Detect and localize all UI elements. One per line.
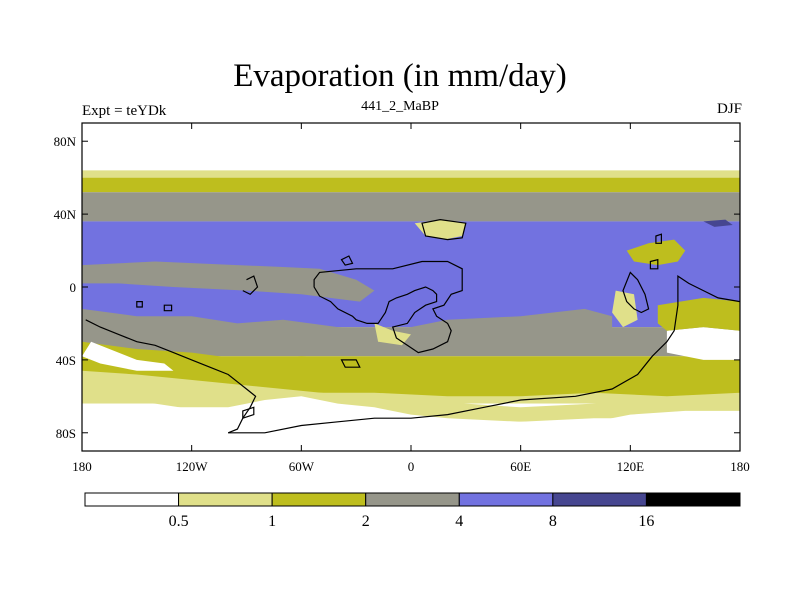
outline-west-island xyxy=(242,275,259,296)
colorbar-box-4 xyxy=(458,492,554,507)
outline-small-island-2 xyxy=(649,258,659,270)
outline-south-america-east-coast xyxy=(228,274,740,434)
field-layer xyxy=(82,123,740,451)
outline-small-island-1 xyxy=(340,255,354,266)
outline-south-atlantic-island xyxy=(340,359,361,368)
colorbar: 0.5 1 2 4 8 16 xyxy=(84,492,741,530)
colorbar-label-2: 2 xyxy=(362,513,370,530)
axis-ticks: 180 120W 60W 0 60E 120E 180 80N 40N 0 40S 80S xyxy=(54,123,750,474)
colorbar-box-0 xyxy=(84,492,180,507)
region-east-white-patch xyxy=(666,327,740,360)
outline-tiny-island-b xyxy=(136,301,143,308)
y-tick-label-0: 80N xyxy=(54,134,77,149)
band-3 xyxy=(82,192,740,222)
outline-australia-block xyxy=(622,271,650,314)
region-west-pacific-olive xyxy=(626,239,686,266)
region-south-africa-white xyxy=(82,341,174,371)
band-0 xyxy=(82,123,740,171)
x-tick-label-4: 60E xyxy=(510,459,531,474)
colorbar-box-5 xyxy=(552,492,647,507)
y-tick-label-3: 40S xyxy=(56,353,76,368)
region-southern-olive-band xyxy=(82,341,740,397)
colorbar-label-5: 16 xyxy=(638,513,654,530)
y-tick-label-2: 0 xyxy=(70,280,77,295)
band-1 xyxy=(82,170,740,178)
colorbar-box-2 xyxy=(271,492,367,507)
y-tick-label-4: 80S xyxy=(56,426,76,441)
region-subtropical-north-gray xyxy=(82,261,375,302)
experiment-label: Expt = teYDk xyxy=(82,103,167,119)
colorbar-label-3: 4 xyxy=(455,513,463,530)
colorbar-box-6 xyxy=(645,492,741,507)
region-subtropical-olive-atl xyxy=(374,323,411,346)
outline-tiny-island-a xyxy=(163,304,173,312)
band-2 xyxy=(82,177,740,193)
outline-north-island xyxy=(421,218,467,241)
season-label: DJF xyxy=(716,101,742,117)
outline-africa xyxy=(313,260,463,354)
outline-small-island-3 xyxy=(655,233,663,244)
colorbar-label-0: 0.5 xyxy=(169,513,189,530)
x-tick-label-0: 180 xyxy=(72,459,92,474)
time-label: 441_2_MaBP xyxy=(361,99,439,114)
region-north-olive-lobe xyxy=(414,219,466,240)
outline-south-pacific-island xyxy=(242,406,255,420)
region-indian-olive xyxy=(612,290,638,328)
colorbar-box-1 xyxy=(178,492,273,507)
chart-title: Evaporation (in mm/day) xyxy=(233,58,567,94)
y-tick-label-1: 40N xyxy=(54,207,77,222)
colorbar-label-1: 1 xyxy=(268,513,276,530)
region-small-dark-patch xyxy=(703,219,733,227)
colorbar-box-3 xyxy=(365,492,460,507)
x-tick-label-5: 120E xyxy=(617,459,645,474)
coastline-layer xyxy=(85,218,740,434)
x-tick-label-1: 120W xyxy=(176,459,209,474)
x-tick-label-6: 180 xyxy=(730,459,750,474)
colorbar-label-4: 8 xyxy=(549,513,557,530)
outline-south-america-west xyxy=(85,319,257,434)
region-south-pacific-gray xyxy=(82,308,613,346)
x-tick-label-3: 0 xyxy=(408,459,415,474)
x-tick-label-2: 60W xyxy=(289,459,315,474)
